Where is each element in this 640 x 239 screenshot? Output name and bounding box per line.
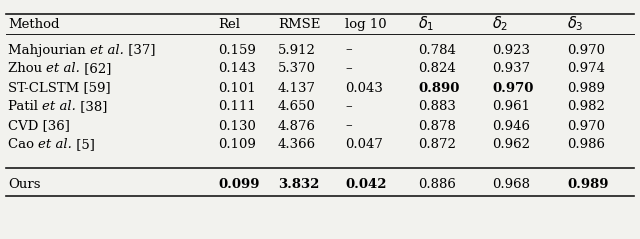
- Text: 0.946: 0.946: [492, 120, 530, 132]
- Text: 4.366: 4.366: [278, 138, 316, 152]
- Text: 5.370: 5.370: [278, 63, 316, 76]
- Text: 5.912: 5.912: [278, 43, 316, 56]
- Text: 0.982: 0.982: [567, 101, 605, 114]
- Text: –: –: [345, 101, 351, 114]
- Text: [62]: [62]: [80, 63, 111, 76]
- Text: 4.876: 4.876: [278, 120, 316, 132]
- Text: Rel: Rel: [218, 17, 240, 31]
- Text: 0.099: 0.099: [218, 178, 259, 190]
- Text: 0.111: 0.111: [218, 101, 256, 114]
- Text: 3.832: 3.832: [278, 178, 319, 190]
- Text: Mahjourian: Mahjourian: [8, 43, 90, 56]
- Text: RMSE: RMSE: [278, 17, 321, 31]
- Text: 0.886: 0.886: [418, 178, 456, 190]
- Text: 0.143: 0.143: [218, 63, 256, 76]
- Text: et al.: et al.: [38, 138, 72, 152]
- Text: 0.890: 0.890: [418, 81, 460, 94]
- Text: –: –: [345, 43, 351, 56]
- Text: [38]: [38]: [76, 101, 108, 114]
- Text: 0.989: 0.989: [567, 81, 605, 94]
- Text: –: –: [345, 120, 351, 132]
- Text: 0.968: 0.968: [492, 178, 530, 190]
- Text: 0.970: 0.970: [492, 81, 533, 94]
- Text: 0.101: 0.101: [218, 81, 256, 94]
- Text: 0.109: 0.109: [218, 138, 256, 152]
- Text: et al.: et al.: [42, 101, 76, 114]
- Text: $\delta_{3}$: $\delta_{3}$: [567, 15, 584, 33]
- Text: Patil: Patil: [8, 101, 42, 114]
- Text: log 10: log 10: [345, 17, 387, 31]
- Text: 0.962: 0.962: [492, 138, 530, 152]
- Text: Zhou: Zhou: [8, 63, 46, 76]
- Text: 4.137: 4.137: [278, 81, 316, 94]
- Text: Ours: Ours: [8, 178, 40, 190]
- Text: 0.937: 0.937: [492, 63, 530, 76]
- Text: 0.047: 0.047: [345, 138, 383, 152]
- Text: 0.159: 0.159: [218, 43, 256, 56]
- Text: 0.923: 0.923: [492, 43, 530, 56]
- Text: et al.: et al.: [90, 43, 124, 56]
- Text: 0.130: 0.130: [218, 120, 256, 132]
- Text: 4.650: 4.650: [278, 101, 316, 114]
- Text: 0.784: 0.784: [418, 43, 456, 56]
- Text: $\delta_{2}$: $\delta_{2}$: [492, 15, 508, 33]
- Text: Cao: Cao: [8, 138, 38, 152]
- Text: 0.970: 0.970: [567, 120, 605, 132]
- Text: 0.970: 0.970: [567, 43, 605, 56]
- Text: Method: Method: [8, 17, 60, 31]
- Text: 0.883: 0.883: [418, 101, 456, 114]
- Text: [37]: [37]: [124, 43, 156, 56]
- Text: 0.043: 0.043: [345, 81, 383, 94]
- Text: CVD [36]: CVD [36]: [8, 120, 70, 132]
- Text: 0.986: 0.986: [567, 138, 605, 152]
- Text: 0.989: 0.989: [567, 178, 609, 190]
- Text: 0.878: 0.878: [418, 120, 456, 132]
- Text: 0.961: 0.961: [492, 101, 530, 114]
- Text: 0.974: 0.974: [567, 63, 605, 76]
- Text: 0.872: 0.872: [418, 138, 456, 152]
- Text: –: –: [345, 63, 351, 76]
- Text: $\delta_{1}$: $\delta_{1}$: [418, 15, 435, 33]
- Text: ST-CLSTM [59]: ST-CLSTM [59]: [8, 81, 111, 94]
- Text: 0.042: 0.042: [345, 178, 387, 190]
- Text: [5]: [5]: [72, 138, 95, 152]
- Text: 0.824: 0.824: [418, 63, 456, 76]
- Text: et al.: et al.: [46, 63, 80, 76]
